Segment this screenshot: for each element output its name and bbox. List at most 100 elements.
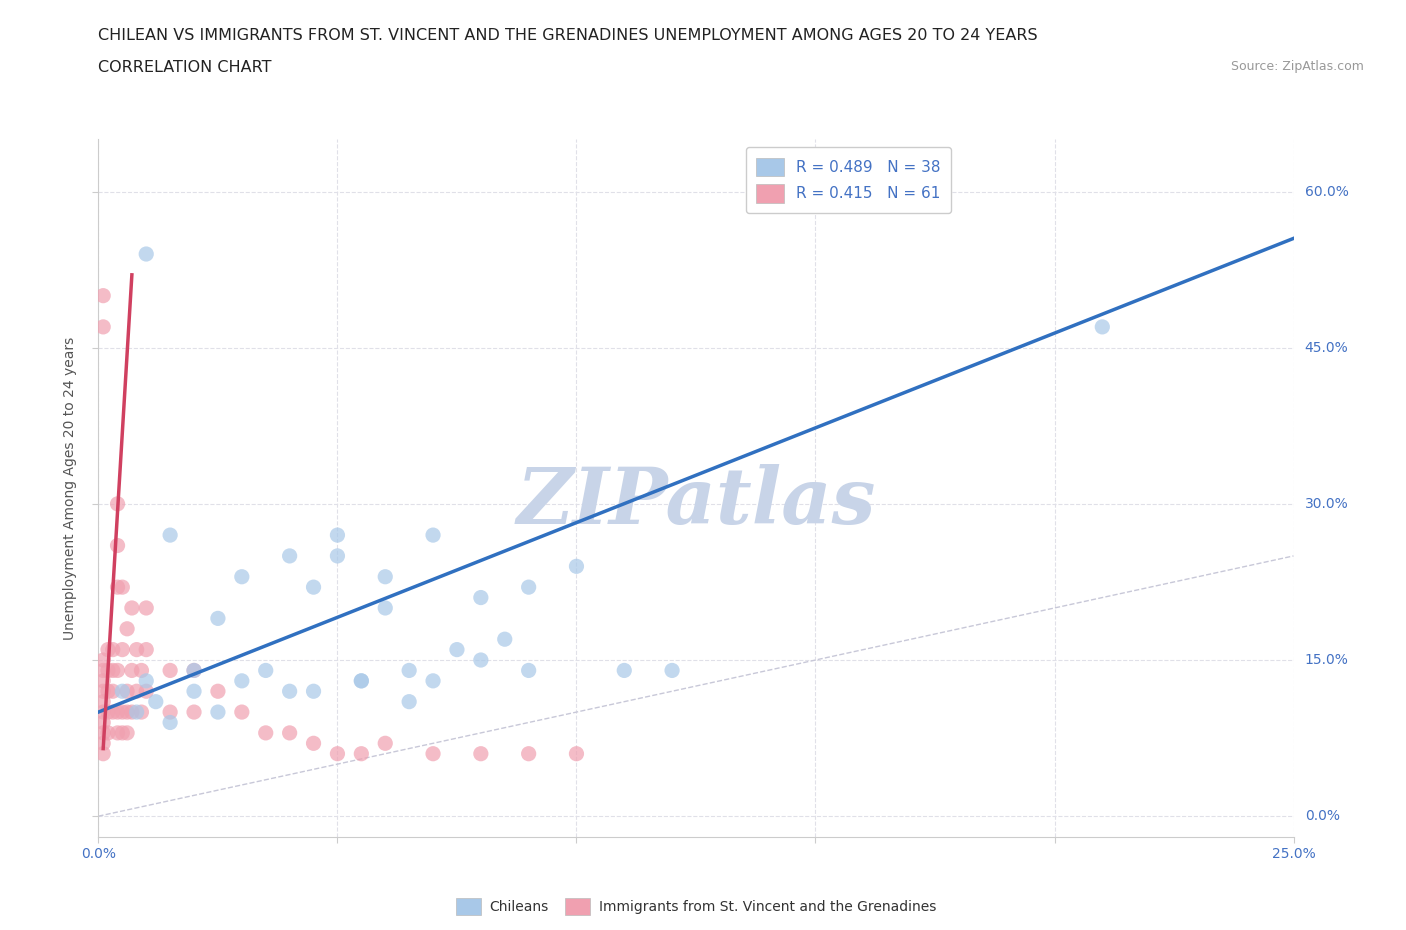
Point (231, 673, 253, 688)
Point (91, 725, 114, 740)
Point (254, 725, 277, 740)
Point (121, 663, 143, 678)
Point (115, 705, 138, 720)
Point (91, 288, 114, 303)
Point (398, 694, 420, 709)
Text: 30.0%: 30.0% (1305, 497, 1348, 511)
Point (207, 705, 229, 720)
Point (494, 631, 516, 646)
Text: Source: ZipAtlas.com: Source: ZipAtlas.com (1230, 60, 1364, 73)
Y-axis label: Unemployment Among Ages 20 to 24 years: Unemployment Among Ages 20 to 24 years (63, 337, 77, 640)
Point (278, 684, 301, 698)
Point (517, 663, 540, 678)
Point (121, 601, 143, 616)
Point (517, 579, 540, 594)
Point (107, 725, 129, 740)
Point (183, 663, 205, 678)
Point (326, 746, 349, 761)
Point (115, 725, 138, 740)
Point (91, 746, 114, 761)
Point (107, 705, 129, 720)
Point (111, 725, 134, 740)
Point (470, 591, 492, 605)
Point (91, 319, 114, 334)
Point (278, 549, 301, 564)
Point (207, 611, 229, 626)
Point (125, 705, 148, 720)
Text: 0.0%: 0.0% (1305, 809, 1340, 823)
Point (350, 673, 373, 688)
Point (159, 715, 181, 730)
Point (131, 663, 153, 678)
Point (326, 549, 349, 564)
Point (350, 746, 373, 761)
Point (111, 643, 134, 658)
Point (565, 559, 588, 574)
Point (398, 663, 420, 678)
Point (131, 705, 153, 720)
Point (91, 653, 114, 668)
Point (183, 705, 205, 720)
Point (446, 643, 468, 658)
Point (374, 601, 396, 616)
Point (115, 621, 138, 636)
Point (111, 684, 134, 698)
Point (107, 538, 129, 553)
Point (422, 746, 444, 761)
Point (111, 705, 134, 720)
Point (91, 715, 114, 730)
Point (107, 579, 129, 594)
Point (326, 527, 349, 542)
Point (565, 746, 588, 761)
Point (422, 527, 444, 542)
Point (183, 663, 205, 678)
Point (101, 663, 124, 678)
Point (97, 684, 120, 698)
Point (350, 673, 373, 688)
Point (97, 643, 120, 658)
Text: 15.0%: 15.0% (1305, 653, 1348, 667)
Point (302, 684, 325, 698)
Point (159, 705, 181, 720)
Point (302, 579, 325, 594)
Point (135, 684, 157, 698)
Point (115, 684, 138, 698)
Point (135, 601, 157, 616)
Point (231, 705, 253, 720)
Point (91, 736, 114, 751)
Point (101, 684, 124, 698)
Point (125, 643, 148, 658)
Point (135, 246, 157, 261)
Text: CHILEAN VS IMMIGRANTS FROM ST. VINCENT AND THE GRENADINES UNEMPLOYMENT AMONG AGE: CHILEAN VS IMMIGRANTS FROM ST. VINCENT A… (98, 28, 1038, 43)
Point (107, 497, 129, 512)
Point (91, 694, 114, 709)
Point (135, 673, 157, 688)
Point (101, 705, 124, 720)
Point (254, 663, 277, 678)
Point (91, 705, 114, 720)
Point (374, 736, 396, 751)
Point (91, 663, 114, 678)
Point (121, 705, 143, 720)
Point (231, 569, 253, 584)
Point (145, 694, 167, 709)
Text: CORRELATION CHART: CORRELATION CHART (98, 60, 271, 75)
Point (302, 736, 325, 751)
Point (470, 746, 492, 761)
Point (111, 579, 134, 594)
Legend: Chileans, Immigrants from St. Vincent and the Grenadines: Chileans, Immigrants from St. Vincent an… (450, 893, 942, 921)
Point (661, 663, 683, 678)
Point (97, 705, 120, 720)
Point (91, 673, 114, 688)
Point (97, 725, 120, 740)
Text: ZIPatlas: ZIPatlas (516, 464, 876, 540)
Point (278, 725, 301, 740)
Point (470, 653, 492, 668)
Point (207, 684, 229, 698)
Point (107, 663, 129, 678)
Text: 60.0%: 60.0% (1305, 184, 1348, 198)
Point (517, 746, 540, 761)
Point (159, 663, 181, 678)
Point (422, 673, 444, 688)
Point (91, 684, 114, 698)
